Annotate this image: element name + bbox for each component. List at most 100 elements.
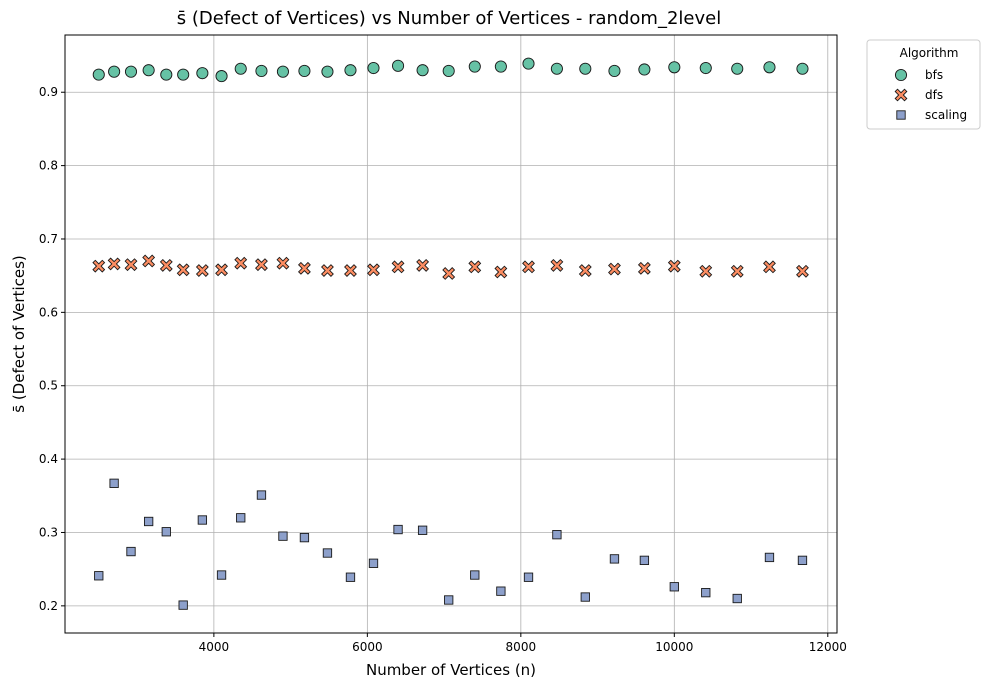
dfs-point bbox=[159, 258, 173, 272]
bfs-point bbox=[522, 57, 535, 70]
dfs-point bbox=[234, 256, 248, 270]
bfs-point bbox=[579, 62, 592, 75]
data-points bbox=[92, 57, 809, 610]
bfs-point bbox=[276, 65, 289, 78]
scaling-point bbox=[161, 527, 171, 537]
bfs-point bbox=[234, 62, 247, 75]
scaling-point bbox=[393, 524, 403, 535]
bfs-point bbox=[160, 68, 173, 81]
legend-marker-scaling bbox=[896, 110, 906, 120]
dfs-point bbox=[297, 261, 311, 275]
legend-box bbox=[866, 39, 981, 130]
axis-ticks: 4000 6000 8000 10000 12000 0.2 0.3 0.4 0.5 0.6 0.7… bbox=[39, 85, 847, 654]
dfs-point bbox=[578, 264, 592, 277]
chart-title: s̄ (Defect of Vertices) vs Number of Ver… bbox=[177, 8, 721, 29]
bfs-point bbox=[468, 60, 481, 73]
scaling-point bbox=[639, 555, 650, 566]
dfs-point bbox=[391, 260, 405, 274]
scaling-point bbox=[523, 572, 534, 582]
scaling-point bbox=[178, 600, 188, 610]
dfs-point bbox=[494, 265, 508, 279]
dfs-point bbox=[763, 260, 776, 274]
bfs-point bbox=[321, 65, 334, 78]
series-scaling bbox=[94, 478, 808, 610]
bfs-point bbox=[550, 62, 563, 75]
dfs-point bbox=[321, 264, 334, 277]
y-tick-label: 0.2 bbox=[39, 599, 58, 613]
scaling-point bbox=[94, 571, 104, 581]
dfs-point bbox=[367, 263, 380, 277]
legend-item-bfs: bfs bbox=[894, 68, 943, 82]
bfs-point bbox=[255, 64, 268, 78]
scaling-point bbox=[278, 531, 288, 541]
dfs-point bbox=[176, 263, 190, 277]
y-tick-label: 0.9 bbox=[39, 85, 58, 99]
y-tick-label: 0.3 bbox=[39, 525, 58, 539]
scaling-point bbox=[126, 546, 136, 557]
legend-label-scaling: scaling bbox=[925, 108, 967, 122]
y-tick-label: 0.5 bbox=[39, 379, 58, 393]
scaling-point bbox=[444, 595, 454, 605]
bfs-point bbox=[215, 70, 228, 83]
legend-marker-dfs bbox=[894, 88, 908, 102]
scaling-point bbox=[417, 525, 428, 535]
scaling-point bbox=[143, 516, 154, 527]
bfs-point bbox=[196, 67, 209, 80]
bfs-point bbox=[494, 60, 507, 73]
scaling-point bbox=[197, 515, 208, 525]
legend-item-scaling: scaling bbox=[896, 108, 967, 122]
scaling-point bbox=[732, 593, 742, 604]
grid bbox=[65, 35, 837, 633]
scaling-point bbox=[216, 570, 227, 580]
x-tick-label: 12000 bbox=[809, 640, 847, 654]
scaling-point bbox=[669, 582, 679, 592]
bfs-point bbox=[608, 64, 621, 78]
scaling-point bbox=[552, 530, 562, 540]
dfs-point bbox=[92, 259, 106, 273]
bfs-point bbox=[367, 61, 380, 75]
series-dfs bbox=[92, 254, 809, 280]
dfs-point bbox=[142, 254, 156, 268]
dfs-point bbox=[522, 260, 535, 274]
scaling-point bbox=[701, 587, 711, 598]
y-tick-label: 0.4 bbox=[39, 452, 58, 466]
y-tick-label: 0.6 bbox=[39, 305, 58, 319]
scaling-point bbox=[580, 592, 590, 602]
dfs-point bbox=[344, 264, 357, 277]
scaling-point bbox=[609, 554, 620, 564]
x-tick-label: 8000 bbox=[506, 640, 537, 654]
dfs-point bbox=[442, 267, 456, 280]
bfs-point bbox=[796, 62, 809, 75]
bfs-point bbox=[124, 65, 138, 78]
bfs-point bbox=[668, 61, 681, 74]
x-tick-label: 6000 bbox=[352, 640, 383, 654]
dfs-point bbox=[667, 259, 681, 273]
dfs-point bbox=[215, 263, 228, 277]
bfs-point bbox=[699, 61, 712, 75]
series-bfs bbox=[92, 57, 809, 83]
legend-items: bfs dfs scaling bbox=[894, 68, 967, 122]
dfs-point bbox=[124, 258, 138, 272]
legend-label-dfs: dfs bbox=[925, 88, 943, 102]
bfs-point bbox=[638, 63, 651, 76]
bfs-point bbox=[442, 64, 455, 78]
scaling-point bbox=[368, 558, 379, 568]
legend-item-dfs: dfs bbox=[894, 88, 943, 102]
bfs-point bbox=[731, 62, 744, 75]
legend-marker-bfs bbox=[894, 68, 908, 82]
legend: Algorithm bfs dfs scaling bbox=[866, 39, 981, 130]
dfs-point bbox=[107, 257, 121, 271]
scaling-point bbox=[496, 586, 506, 596]
dfs-point bbox=[416, 258, 430, 272]
legend-label-bfs: bfs bbox=[925, 68, 943, 82]
dfs-point bbox=[276, 256, 290, 270]
bfs-point bbox=[108, 65, 121, 78]
bfs-point bbox=[416, 64, 429, 77]
scaling-point bbox=[299, 532, 310, 543]
dfs-point bbox=[468, 260, 482, 274]
scaling-point bbox=[256, 490, 267, 500]
scaling-point bbox=[470, 570, 480, 580]
bfs-point bbox=[142, 64, 155, 77]
